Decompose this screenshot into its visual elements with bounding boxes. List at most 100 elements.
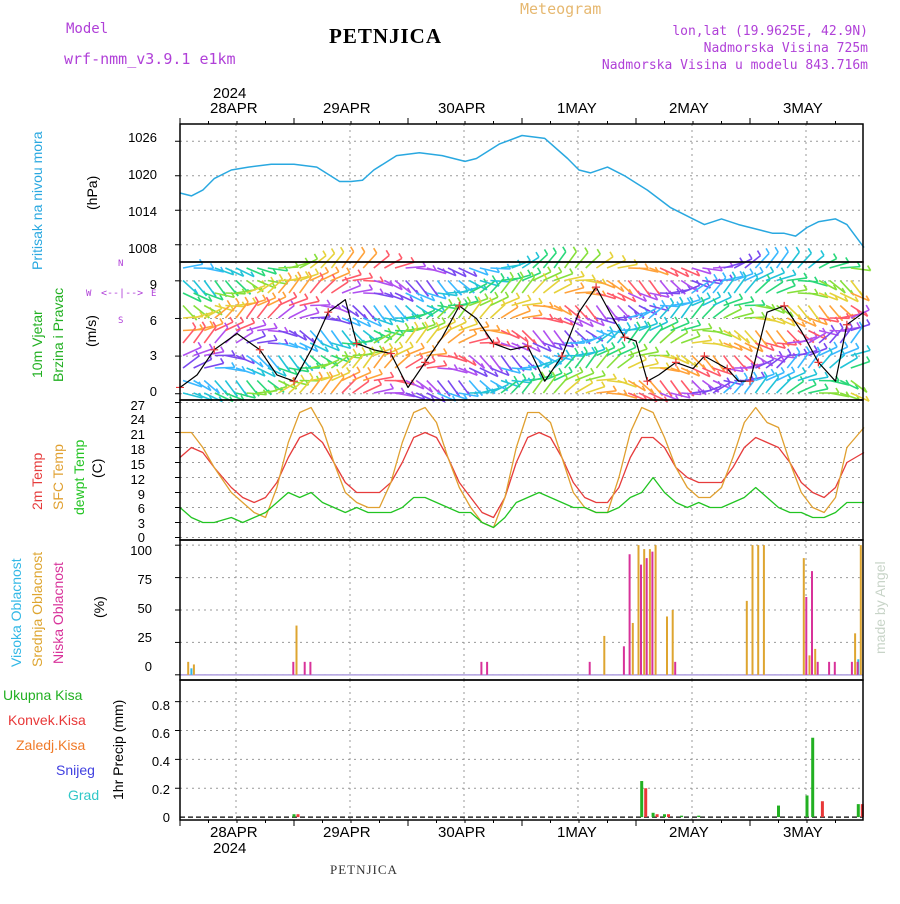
wind-barb-flag — [655, 347, 658, 352]
wind-barb-flag — [570, 269, 573, 274]
wind-barb-flag — [421, 343, 424, 348]
compass-east: E — [151, 289, 156, 299]
wind-barb-flag — [523, 374, 526, 379]
wind-barb-flag — [380, 346, 383, 351]
wind-barb-flag — [369, 285, 372, 290]
wind-barb-flag — [288, 273, 291, 278]
sfctemp-label: SFC Temp — [50, 444, 66, 510]
bottom-day-3may: 3MAY — [783, 824, 823, 841]
bottom-day-1may: 1MAY — [557, 824, 597, 841]
wind-barb — [734, 259, 752, 268]
wind-barb-flag — [740, 271, 743, 276]
wind-barb-flag — [613, 374, 616, 379]
wind-barb — [363, 253, 376, 268]
wind-barb-flag — [230, 317, 233, 322]
wind-barb — [522, 303, 542, 305]
wind-barb-flag — [538, 268, 541, 273]
wind-barb-flag — [670, 298, 673, 303]
wind-barb-flag — [797, 347, 800, 352]
wind-barb — [575, 280, 595, 281]
wind-barb-flag — [845, 342, 848, 347]
wind-barb-flag — [262, 331, 265, 336]
wind-barb-flag — [255, 297, 258, 302]
wind-barb-flag — [808, 248, 811, 253]
wind-barb-flag — [283, 292, 286, 297]
wind-barb — [533, 272, 551, 281]
temp-tick-21: 21 — [131, 427, 145, 442]
wind-barb-flag — [770, 267, 773, 272]
wind-barb-flag — [751, 296, 754, 301]
wind-barb-flag — [573, 247, 576, 252]
wind-barb — [278, 267, 298, 268]
top-day-30apr: 30APR — [438, 100, 486, 117]
wind-barb-flag — [831, 325, 834, 330]
wind-barb-flag — [814, 346, 817, 351]
model-value: wrf-nmm_v3.9.1 e1km — [64, 50, 236, 68]
wind-barb-flag — [697, 331, 700, 336]
wind-barb-flag — [792, 367, 795, 372]
wind-barb-flag — [501, 273, 504, 278]
wind-barb-flag — [539, 310, 542, 315]
precip-bar — [297, 814, 300, 817]
wind-barb-flag — [357, 367, 360, 372]
wind-barb-flag — [566, 350, 569, 355]
wind-barb — [596, 391, 616, 393]
niska-label: Niska Oblacnost — [50, 562, 66, 664]
wind-barb-flag — [397, 325, 400, 330]
wind-barb-flag — [723, 273, 726, 278]
wind-barb-flag — [305, 294, 308, 299]
wind-barb — [840, 267, 860, 268]
wind-barb-flag — [368, 367, 371, 372]
wind-barb — [777, 252, 789, 268]
wind-barb-flag — [697, 320, 700, 325]
wind-barb-flag — [821, 250, 824, 255]
wind-barb — [427, 365, 447, 368]
temp-tick-12: 12 — [131, 472, 145, 487]
wind-barb-flag — [760, 267, 763, 272]
wind-barb-flag — [744, 373, 747, 378]
wind-barb-flag — [463, 317, 466, 322]
wind-barb — [257, 328, 277, 330]
wind-barb — [819, 347, 837, 356]
precip-tick-0.2: 0.2 — [152, 782, 170, 797]
wind-barb-flag — [622, 255, 625, 260]
wind-barb-flag — [825, 384, 828, 389]
wind-barb-flag — [505, 292, 508, 297]
temp-tick-27: 27 — [131, 398, 145, 413]
wind-barb-flag — [580, 367, 583, 372]
wind-barb-flag — [793, 270, 796, 275]
wind-barb-flag — [316, 308, 319, 313]
precip-bar — [680, 816, 683, 817]
watermark: made by Angel — [872, 561, 888, 654]
clouds-tick-25: 25 — [138, 630, 152, 645]
wind-barb-flag — [351, 247, 354, 252]
wind-barb-flag — [273, 293, 276, 298]
wind-barb-flag — [467, 297, 470, 302]
wind-barb-flag — [804, 273, 807, 278]
clouds-tick-0: 0 — [145, 659, 152, 674]
wind-barb-flag — [584, 347, 587, 352]
wind-barb-flag — [362, 247, 365, 252]
wind-barb-flag — [341, 247, 344, 252]
wind-barb-flag — [675, 317, 678, 322]
wind-gust-mark — [256, 346, 264, 354]
wind-barb — [851, 268, 871, 271]
wind-barb-flag — [856, 343, 859, 348]
dewpt-temp-line — [180, 478, 864, 528]
clouds-tick-100: 100 — [130, 543, 152, 558]
wind-barb-flag — [332, 248, 335, 253]
wind-barb-flag — [510, 272, 513, 277]
wind-barb-flag — [527, 256, 530, 261]
wind-barb-flag — [337, 369, 340, 374]
wind-barb-flag — [274, 335, 277, 340]
wind-barb — [565, 252, 577, 268]
wind-barb-flag — [274, 323, 277, 328]
precip-bar — [293, 814, 296, 817]
wind-barb-flag — [369, 273, 372, 278]
wind-barb-flag — [654, 318, 657, 323]
pressure-label: Pritisak na nivou mora — [29, 131, 45, 270]
wind-barb-flag — [553, 248, 556, 253]
wind-barb-flag — [527, 306, 530, 311]
wind-barb-flag — [310, 373, 313, 378]
top-day-1may: 1MAY — [557, 100, 597, 117]
